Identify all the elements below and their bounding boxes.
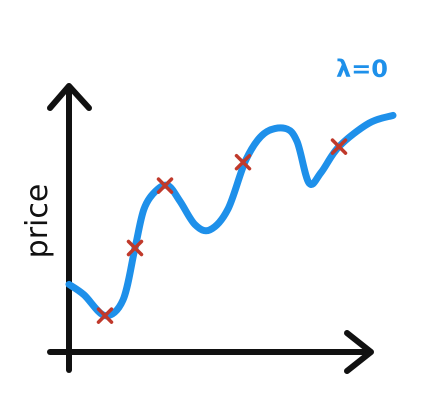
data-point-marker-2 xyxy=(126,239,144,257)
data-point-marker-4 xyxy=(234,153,252,171)
data-point-marker-1 xyxy=(96,307,114,324)
chart-axes xyxy=(47,83,374,374)
plot-area xyxy=(65,111,397,324)
y-axis-arrowhead xyxy=(47,83,92,111)
curve-lambda-label: λ=0 xyxy=(336,55,388,83)
data-point-marker-5 xyxy=(330,138,348,155)
y-axis-label: price xyxy=(20,184,55,259)
fitted-curve-line xyxy=(65,111,397,320)
data-point-marker-3 xyxy=(156,177,174,194)
x-axis-arrowhead xyxy=(344,330,374,374)
